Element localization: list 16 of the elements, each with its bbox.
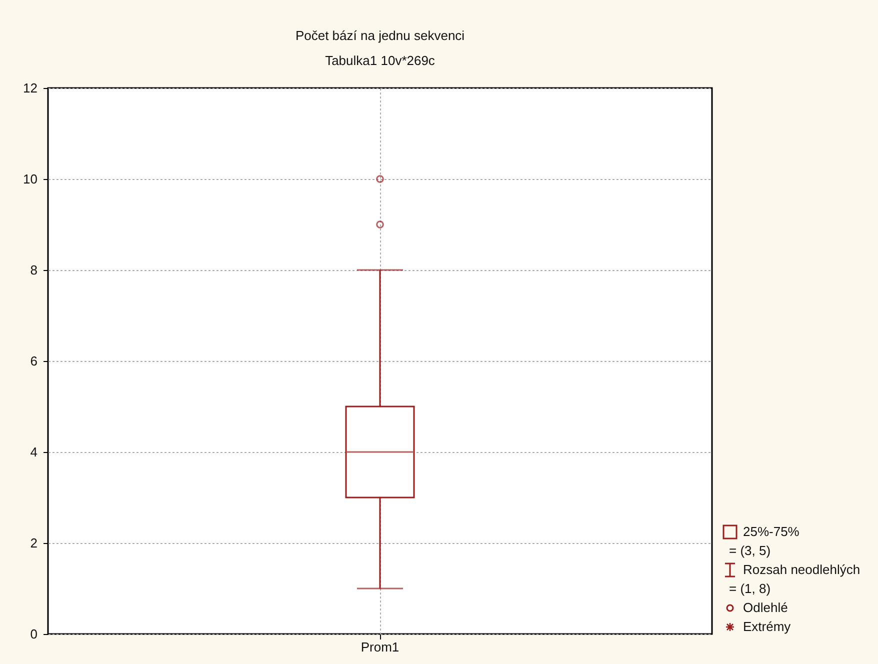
y-tick-label: 12 — [23, 80, 38, 96]
y-tick-label: 4 — [30, 444, 38, 460]
chart-subtitle: Tabulka1 10v*269c — [325, 53, 436, 68]
text: = (1, 8) — [728, 580, 771, 598]
y-tick-label: 10 — [23, 172, 38, 186]
chart-title: Počet bází na jednu sekvenci — [295, 28, 465, 43]
y-tick-label: 2 — [30, 536, 38, 550]
y-tick-label: 0 — [30, 626, 38, 642]
x-tick-label: Prom1 — [360, 640, 400, 654]
text: = (3, 5) — [728, 542, 771, 560]
y-tick-label: 8 — [30, 262, 38, 278]
text: Extrémy — [743, 618, 791, 636]
text: Odlehlé — [743, 599, 788, 617]
y-tick-label: 6 — [30, 354, 38, 368]
text: 25%-75% — [743, 523, 800, 541]
text: Rozsah neodlehlých — [743, 561, 860, 579]
